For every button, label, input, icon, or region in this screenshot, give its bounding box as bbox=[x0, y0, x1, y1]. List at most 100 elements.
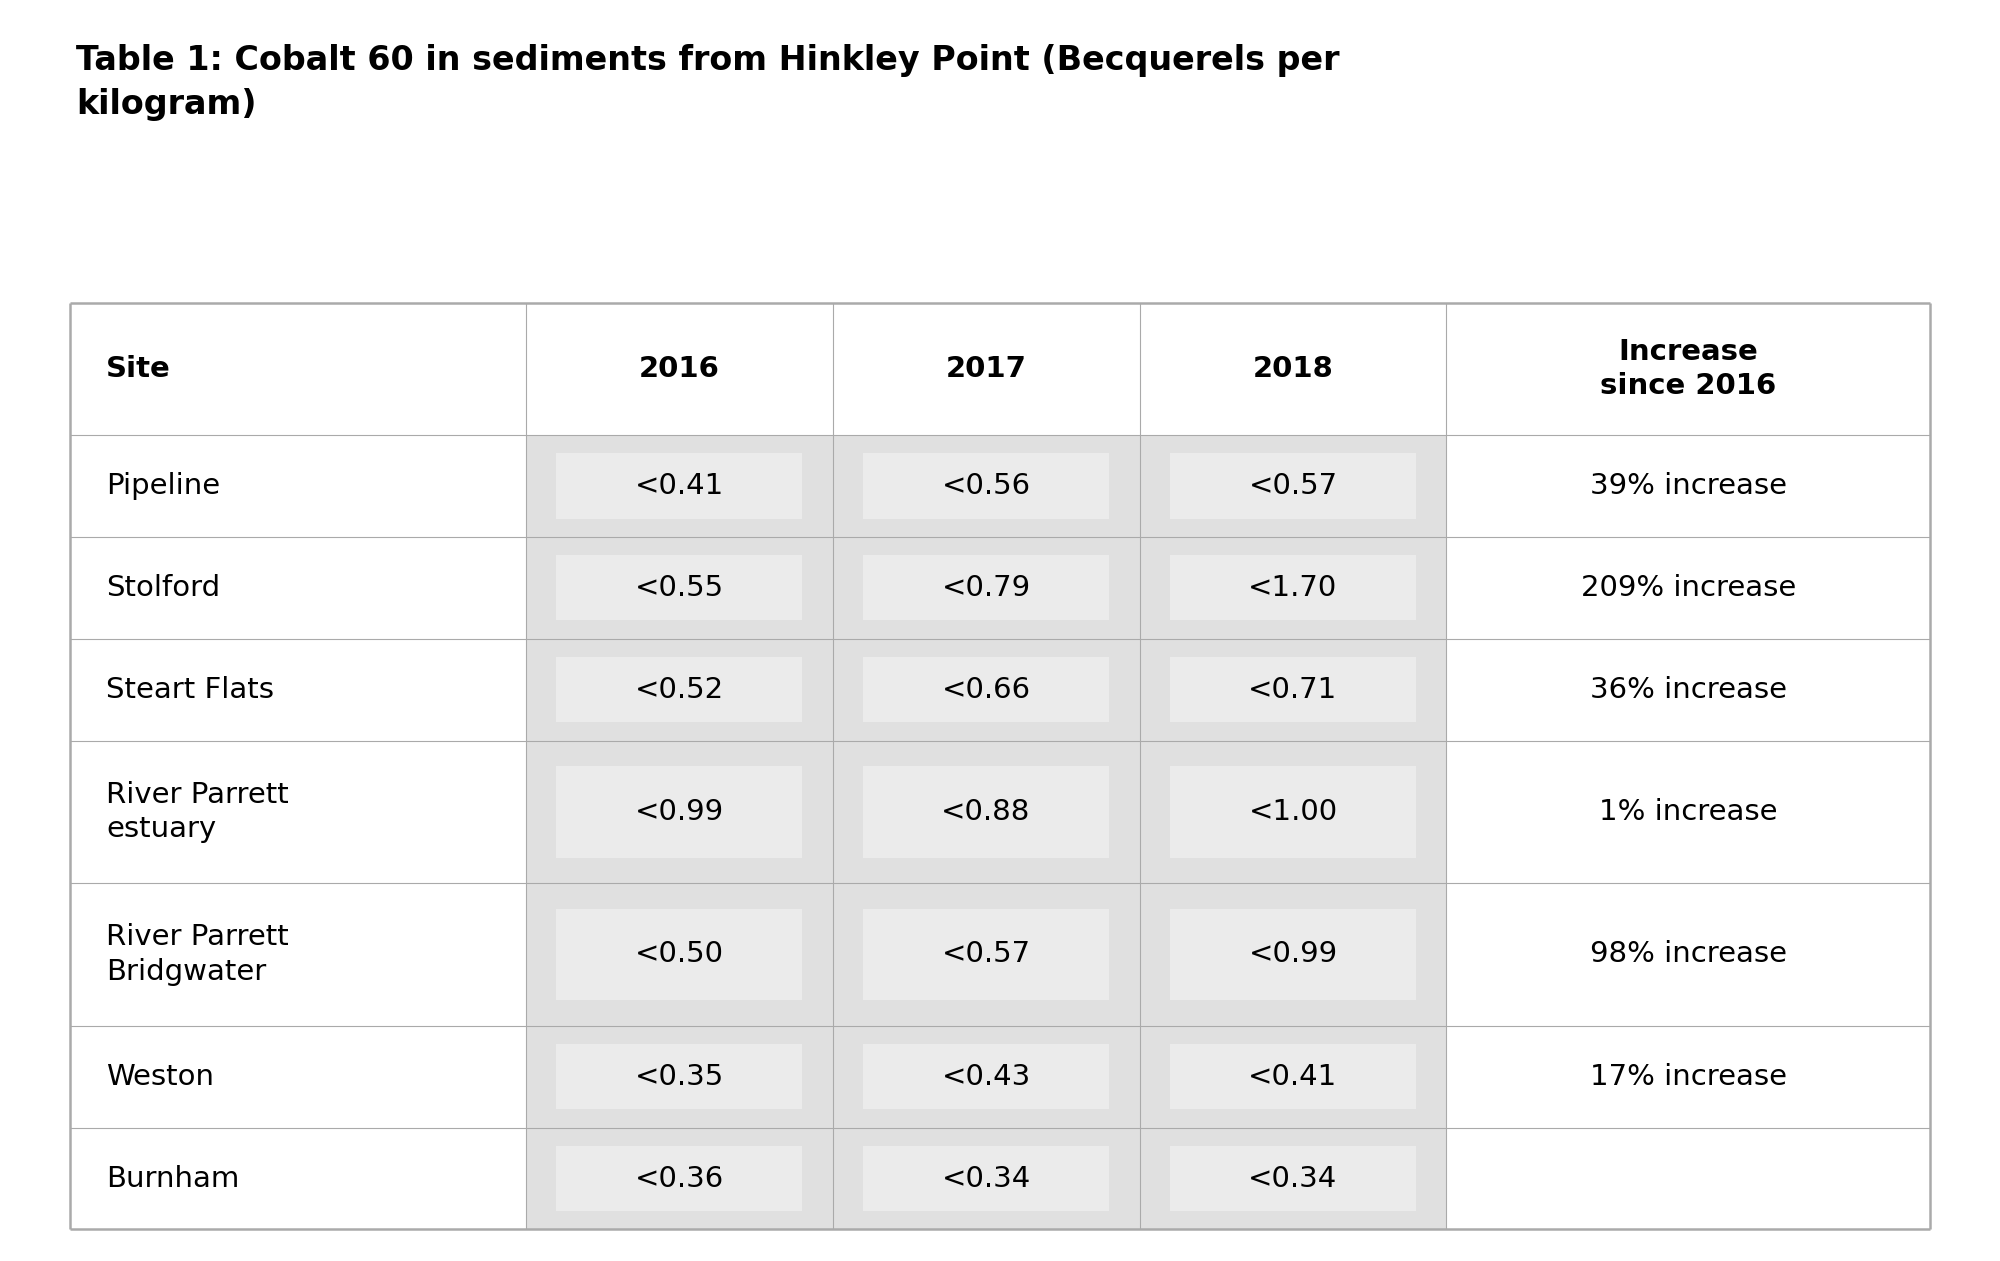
Bar bbox=[526, 537, 832, 639]
Bar bbox=[526, 639, 832, 740]
Text: <0.34: <0.34 bbox=[942, 1165, 1030, 1193]
Bar bbox=[1446, 1127, 1930, 1229]
Bar bbox=[70, 1127, 526, 1229]
Text: Stolford: Stolford bbox=[106, 574, 220, 601]
Bar bbox=[556, 555, 802, 620]
Text: <1.70: <1.70 bbox=[1248, 574, 1338, 601]
Text: 1% increase: 1% increase bbox=[1598, 798, 1778, 826]
Text: <0.52: <0.52 bbox=[634, 676, 724, 704]
Bar bbox=[70, 740, 526, 883]
Text: <0.79: <0.79 bbox=[942, 574, 1030, 601]
Text: <0.50: <0.50 bbox=[634, 941, 724, 968]
Text: 39% increase: 39% increase bbox=[1590, 472, 1786, 499]
Bar bbox=[556, 1044, 802, 1110]
Text: Steart Flats: Steart Flats bbox=[106, 676, 274, 704]
Bar bbox=[1140, 883, 1446, 1025]
Text: <0.88: <0.88 bbox=[942, 798, 1030, 826]
Bar bbox=[70, 303, 526, 435]
Bar bbox=[864, 909, 1108, 1000]
Text: Table 1: Cobalt 60 in sediments from Hinkley Point (Becquerels per
kilogram): Table 1: Cobalt 60 in sediments from Hin… bbox=[76, 44, 1340, 121]
Bar bbox=[526, 435, 832, 537]
Bar bbox=[1140, 1025, 1446, 1127]
Bar bbox=[1170, 1146, 1416, 1211]
Text: <0.34: <0.34 bbox=[1248, 1165, 1338, 1193]
Text: 2017: 2017 bbox=[946, 354, 1026, 383]
Text: Weston: Weston bbox=[106, 1063, 214, 1091]
Text: <0.35: <0.35 bbox=[634, 1063, 724, 1091]
Bar bbox=[1140, 537, 1446, 639]
Text: 209% increase: 209% increase bbox=[1580, 574, 1796, 601]
Bar bbox=[556, 454, 802, 518]
Text: <0.41: <0.41 bbox=[634, 472, 724, 499]
Text: <1.00: <1.00 bbox=[1248, 798, 1338, 826]
Bar bbox=[832, 1025, 1140, 1127]
Text: River Parrett
Bridgwater: River Parrett Bridgwater bbox=[106, 923, 288, 986]
Text: 98% increase: 98% increase bbox=[1590, 941, 1786, 968]
Bar bbox=[1140, 435, 1446, 537]
Bar bbox=[526, 1127, 832, 1229]
Bar bbox=[1140, 639, 1446, 740]
Text: Increase
since 2016: Increase since 2016 bbox=[1600, 338, 1776, 400]
Bar bbox=[526, 1025, 832, 1127]
Bar bbox=[832, 537, 1140, 639]
Bar bbox=[526, 883, 832, 1025]
Text: <0.57: <0.57 bbox=[942, 941, 1030, 968]
Text: 2016: 2016 bbox=[638, 354, 720, 383]
Bar bbox=[1140, 303, 1446, 435]
Text: <0.71: <0.71 bbox=[1248, 676, 1338, 704]
Bar bbox=[70, 435, 526, 537]
Bar bbox=[1446, 740, 1930, 883]
Bar bbox=[832, 1127, 1140, 1229]
Bar bbox=[1446, 435, 1930, 537]
Bar bbox=[526, 740, 832, 883]
Bar bbox=[556, 909, 802, 1000]
Bar bbox=[1446, 303, 1930, 435]
Bar bbox=[1170, 555, 1416, 620]
Text: Pipeline: Pipeline bbox=[106, 472, 220, 499]
Bar bbox=[70, 1025, 526, 1127]
Text: <0.99: <0.99 bbox=[1248, 941, 1338, 968]
Bar bbox=[526, 303, 832, 435]
Text: <0.99: <0.99 bbox=[634, 798, 724, 826]
Bar bbox=[864, 767, 1108, 857]
Bar bbox=[1170, 909, 1416, 1000]
Text: <0.43: <0.43 bbox=[942, 1063, 1030, 1091]
Text: <0.41: <0.41 bbox=[1248, 1063, 1338, 1091]
Text: Site: Site bbox=[106, 354, 170, 383]
Bar bbox=[864, 1044, 1108, 1110]
Text: <0.56: <0.56 bbox=[942, 472, 1030, 499]
Bar bbox=[556, 1146, 802, 1211]
Bar bbox=[1140, 740, 1446, 883]
Text: <0.55: <0.55 bbox=[634, 574, 724, 601]
Bar bbox=[1170, 1044, 1416, 1110]
Text: 17% increase: 17% increase bbox=[1590, 1063, 1786, 1091]
Bar bbox=[864, 657, 1108, 723]
Bar bbox=[70, 537, 526, 639]
Text: <0.57: <0.57 bbox=[1248, 472, 1338, 499]
Bar bbox=[1140, 1127, 1446, 1229]
Bar bbox=[556, 767, 802, 857]
Bar bbox=[832, 883, 1140, 1025]
Bar bbox=[864, 1146, 1108, 1211]
Text: Burnham: Burnham bbox=[106, 1165, 240, 1193]
Bar bbox=[864, 454, 1108, 518]
Text: <0.36: <0.36 bbox=[634, 1165, 724, 1193]
Text: River Parrett
estuary: River Parrett estuary bbox=[106, 781, 288, 844]
Text: <0.66: <0.66 bbox=[942, 676, 1030, 704]
Bar bbox=[70, 639, 526, 740]
Bar bbox=[864, 555, 1108, 620]
Bar bbox=[832, 639, 1140, 740]
Bar bbox=[70, 883, 526, 1025]
Bar bbox=[1446, 883, 1930, 1025]
Bar bbox=[1446, 639, 1930, 740]
Text: 2018: 2018 bbox=[1252, 354, 1334, 383]
Bar bbox=[556, 657, 802, 723]
Bar bbox=[1446, 1025, 1930, 1127]
Bar bbox=[832, 740, 1140, 883]
Bar bbox=[1170, 767, 1416, 857]
Bar bbox=[1446, 537, 1930, 639]
Bar bbox=[1170, 657, 1416, 723]
Text: 36% increase: 36% increase bbox=[1590, 676, 1786, 704]
Bar bbox=[832, 435, 1140, 537]
Bar bbox=[832, 303, 1140, 435]
